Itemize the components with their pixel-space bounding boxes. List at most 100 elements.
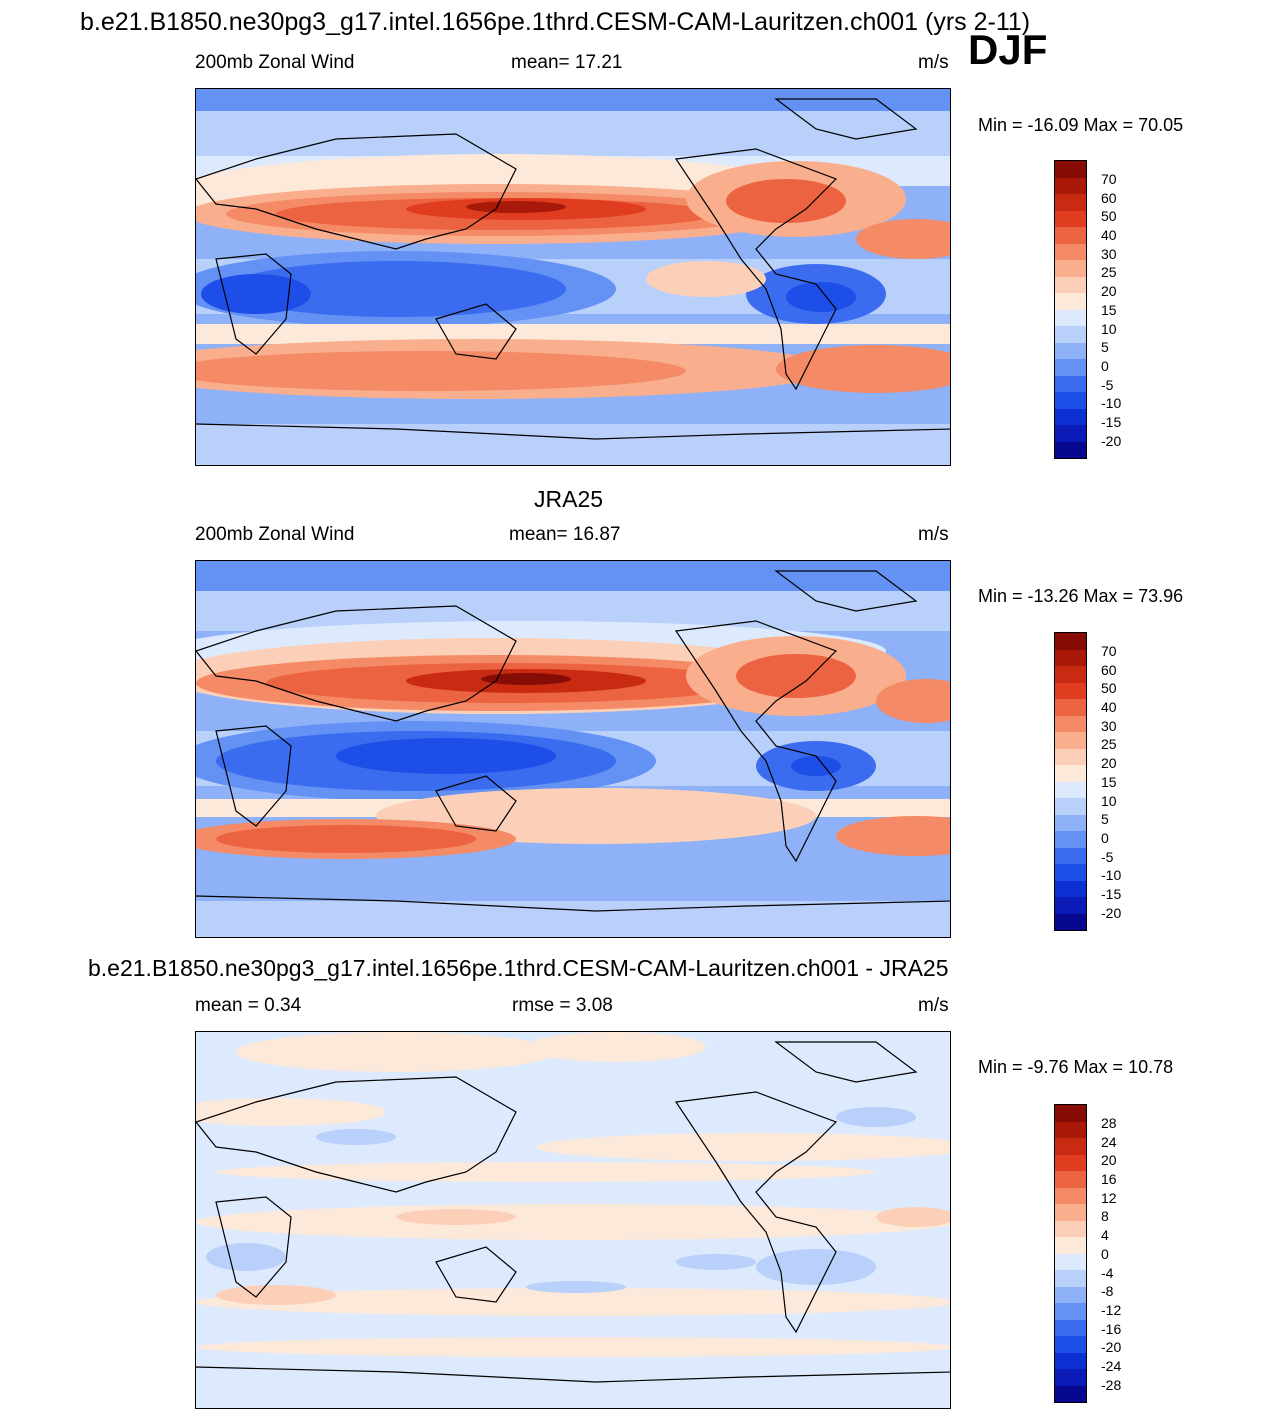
panel1-mean-label: mean= 17.21	[511, 52, 623, 73]
colorbar-box	[1055, 880, 1086, 897]
colorbar-box	[1055, 243, 1086, 260]
colorbar-box	[1055, 633, 1086, 650]
colorbar-box	[1055, 161, 1086, 178]
colorbar-tick-label: 5	[1101, 811, 1109, 828]
colorbar-box	[1055, 375, 1086, 392]
colorbar-box	[1055, 781, 1086, 798]
panel2-field-label: 200mb Zonal Wind	[195, 524, 355, 545]
colorbar-box	[1055, 699, 1086, 716]
colorbar-tick-label: 0	[1101, 829, 1109, 846]
panel1-map	[195, 88, 951, 466]
colorbar-tick-label: 12	[1101, 1189, 1117, 1206]
panel3-heading: b.e21.B1850.ne30pg3_g17.intel.1656pe.1th…	[88, 955, 949, 981]
colorbar-box	[1055, 864, 1086, 881]
colorbar-tick-label: -4	[1101, 1264, 1114, 1281]
panel1-units: m/s	[918, 52, 949, 73]
panel2-heading: JRA25	[534, 486, 604, 512]
figure-title: b.e21.B1850.ne30pg3_g17.intel.1656pe.1th…	[80, 8, 1031, 36]
colorbar-tick-label: 10	[1101, 320, 1117, 337]
colorbar-box	[1055, 342, 1086, 359]
colorbar-box	[1055, 441, 1086, 458]
panel3-minmax: Min = -9.76 Max = 10.78	[978, 1057, 1174, 1077]
colorbar-tick-label: 20	[1101, 1152, 1117, 1169]
colorbar-box	[1055, 1319, 1086, 1336]
colorbar-tick-label: 60	[1101, 661, 1117, 678]
panel2-contour-field	[196, 561, 950, 937]
colorbar-box	[1055, 260, 1086, 277]
colorbar-tick-label: 16	[1101, 1171, 1117, 1188]
colorbar-box	[1055, 392, 1086, 409]
colorbar-box	[1055, 293, 1086, 310]
colorbar-box	[1055, 1352, 1086, 1369]
colorbar-box	[1055, 1385, 1086, 1402]
colorbar-box	[1055, 847, 1086, 864]
colorbar-tick-label: -10	[1101, 395, 1122, 412]
colorbar-tick-label: 0	[1101, 357, 1109, 374]
panel3-map	[195, 1031, 951, 1409]
panel1-minmax: Min = -16.09 Max = 70.05	[978, 115, 1184, 135]
colorbar-tick-label: 70	[1101, 643, 1117, 659]
colorbar-tick-label: 30	[1101, 245, 1117, 262]
colorbar-box	[1055, 1336, 1086, 1353]
colorbar-box	[1055, 831, 1086, 848]
colorbar-tick-label: 8	[1101, 1208, 1109, 1225]
panel2-mean-label: mean= 16.87	[509, 524, 621, 545]
colorbar-box	[1055, 309, 1086, 326]
panel1-colorbar	[1054, 160, 1087, 459]
colorbar-tick-label: -10	[1101, 867, 1122, 884]
colorbar-box	[1055, 1138, 1086, 1155]
colorbar-box	[1055, 177, 1086, 194]
colorbar-tick-label: -15	[1101, 413, 1122, 430]
colorbar-box	[1055, 1253, 1086, 1270]
panel3-units: m/s	[918, 995, 949, 1016]
colorbar-box	[1055, 798, 1086, 815]
colorbar-box	[1055, 194, 1086, 211]
colorbar-tick-label: 28	[1101, 1115, 1117, 1131]
colorbar-tick-label: 30	[1101, 717, 1117, 734]
panel1-field-label: 200mb Zonal Wind	[195, 52, 355, 73]
colorbar-tick-label: 50	[1101, 208, 1117, 225]
colorbar-box	[1055, 732, 1086, 749]
season-label: DJF	[968, 26, 1048, 73]
colorbar-box	[1055, 1204, 1086, 1221]
panel2-units: m/s	[918, 524, 949, 545]
colorbar-tick-label: 25	[1101, 264, 1117, 281]
colorbar-tick-label: -20	[1101, 432, 1122, 449]
panel1-contour-field	[196, 89, 950, 465]
colorbar-tick-label: 24	[1101, 1133, 1117, 1150]
colorbar-tick-label: -28	[1101, 1376, 1122, 1393]
panel2-colorbar	[1054, 632, 1087, 931]
colorbar-box	[1055, 765, 1086, 782]
panel2-minmax: Min = -13.26 Max = 73.96	[978, 586, 1184, 606]
colorbar-tick-label: -8	[1101, 1283, 1114, 1300]
colorbar-tick-label: 0	[1101, 1245, 1109, 1262]
colorbar-tick-label: -16	[1101, 1320, 1122, 1337]
colorbar-tick-label: -20	[1101, 904, 1122, 921]
panel3-colorbar	[1054, 1104, 1087, 1403]
colorbar-box	[1055, 227, 1086, 244]
colorbar-box	[1055, 1286, 1086, 1303]
colorbar-tick-label: 15	[1101, 773, 1117, 790]
colorbar-box	[1055, 897, 1086, 914]
colorbar-box	[1055, 408, 1086, 425]
panel3-mean-label: mean = 0.34	[195, 995, 302, 1016]
colorbar-box	[1055, 748, 1086, 765]
panel3-rmse-label: rmse = 3.08	[512, 995, 613, 1016]
colorbar-tick-label: 20	[1101, 283, 1117, 300]
colorbar-tick-label: 15	[1101, 301, 1117, 318]
colorbar-tick-label: -24	[1101, 1357, 1122, 1374]
colorbar-box	[1055, 425, 1086, 442]
colorbar-box	[1055, 276, 1086, 293]
colorbar-tick-label: -20	[1101, 1339, 1122, 1356]
colorbar-tick-label: -5	[1101, 848, 1114, 865]
colorbar-tick-label: 4	[1101, 1227, 1109, 1244]
panel3-contour-field	[196, 1032, 950, 1408]
colorbar-box	[1055, 210, 1086, 227]
colorbar-box	[1055, 359, 1086, 376]
colorbar-tick-label: -15	[1101, 885, 1122, 902]
colorbar-box	[1055, 1154, 1086, 1171]
colorbar-box	[1055, 715, 1086, 732]
colorbar-tick-label: 50	[1101, 680, 1117, 697]
colorbar-box	[1055, 1303, 1086, 1320]
colorbar-tick-label: 40	[1101, 227, 1117, 244]
